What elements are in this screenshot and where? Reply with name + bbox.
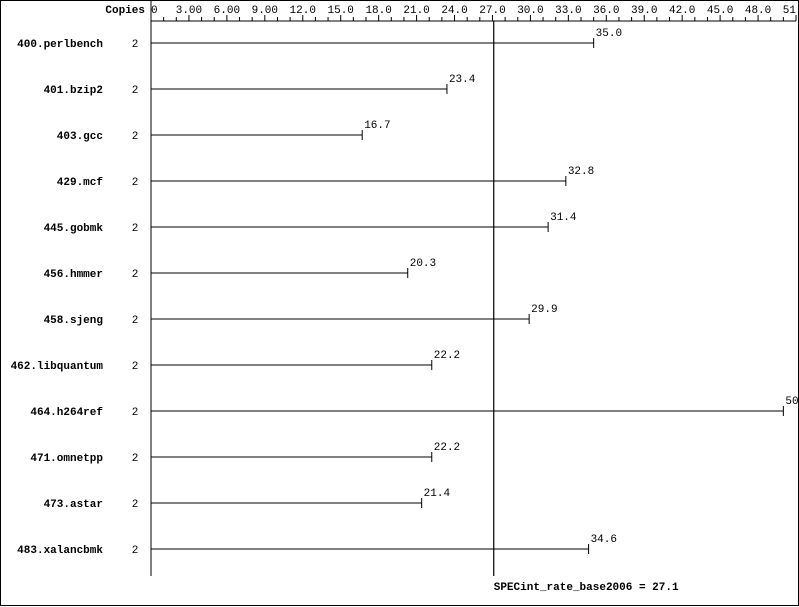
value-label: 21.4 <box>424 488 451 500</box>
copies-value: 2 <box>132 39 139 51</box>
copies-value: 2 <box>132 361 139 373</box>
copies-value: 2 <box>132 131 139 143</box>
copies-value: 2 <box>132 499 139 511</box>
chart-svg: Copies03.006.009.0012.015.018.021.024.02… <box>1 1 799 607</box>
copies-value: 2 <box>132 453 139 465</box>
value-label: 29.9 <box>531 304 557 316</box>
spec-chart: Copies03.006.009.0012.015.018.021.024.02… <box>0 0 799 606</box>
benchmark-name: 456.hmmer <box>44 269 103 281</box>
value-label: 23.4 <box>449 74 476 86</box>
value-label: 22.2 <box>434 350 460 362</box>
copies-value: 2 <box>132 269 139 281</box>
value-label: 35.0 <box>596 28 622 40</box>
copies-value: 2 <box>132 177 139 189</box>
value-label: 20.3 <box>410 258 436 270</box>
benchmark-name: 445.gobmk <box>44 223 104 235</box>
copies-value: 2 <box>132 407 139 419</box>
benchmark-name: 429.mcf <box>57 177 104 189</box>
value-label: 32.8 <box>568 166 594 178</box>
copies-value: 2 <box>132 545 139 557</box>
benchmark-name: 473.astar <box>44 499 103 511</box>
benchmark-name: 464.h264ref <box>30 407 103 419</box>
x-tick-label: 0 <box>151 5 158 17</box>
value-label: 34.6 <box>591 534 617 546</box>
benchmark-name: 458.sjeng <box>44 315 103 327</box>
benchmark-name: 483.xalancbmk <box>17 545 103 557</box>
benchmark-name: 403.gcc <box>57 131 103 143</box>
copies-header: Copies <box>105 5 145 17</box>
value-label: 31.4 <box>550 212 577 224</box>
benchmark-name: 401.bzip2 <box>44 85 103 97</box>
benchmark-name: 471.omnetpp <box>30 453 103 465</box>
value-label: 50.0 <box>785 396 799 408</box>
reference-label: SPECint_rate_base2006 = 27.1 <box>494 582 679 594</box>
x-tick-label: 51.0 <box>783 5 799 17</box>
copies-value: 2 <box>132 85 139 97</box>
value-label: 22.2 <box>434 442 460 454</box>
copies-value: 2 <box>132 223 139 235</box>
copies-value: 2 <box>132 315 139 327</box>
benchmark-name: 462.libquantum <box>11 361 104 373</box>
value-label: 16.7 <box>364 120 390 132</box>
benchmark-name: 400.perlbench <box>17 39 103 51</box>
